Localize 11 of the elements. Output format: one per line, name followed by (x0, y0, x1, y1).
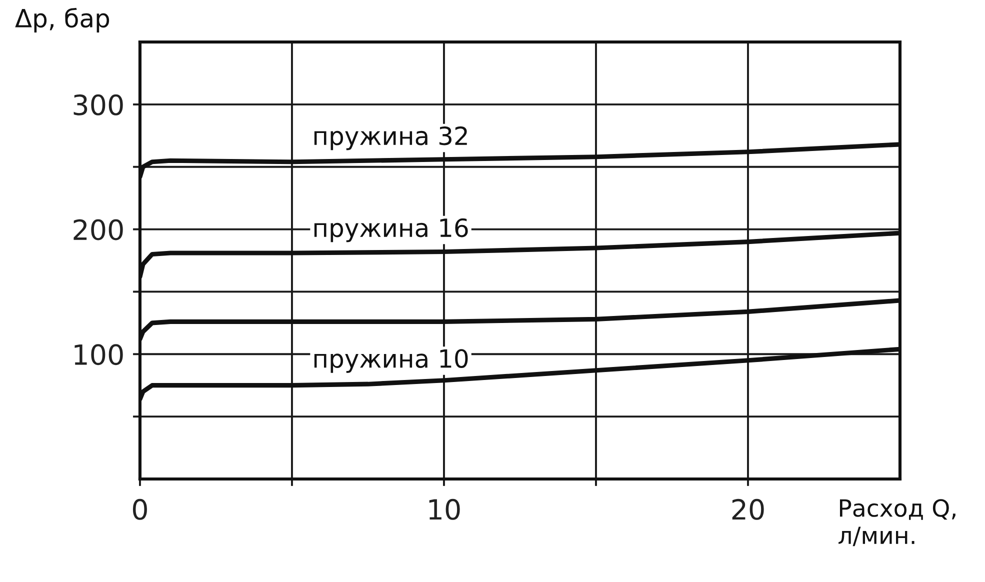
y-tick-label: 200 (74, 219, 123, 240)
series-label: пружина 10 (314, 349, 468, 373)
x-tick-label: 0 (132, 498, 147, 520)
y-axis-title: Δp, бар (15, 8, 110, 32)
y-tick-label: 300 (74, 94, 123, 116)
x-tick-label: 10 (429, 498, 460, 520)
y-tick-label: 100 (74, 344, 123, 366)
series-label: пружина 32 (314, 126, 467, 150)
x-tick-label: 20 (732, 498, 764, 520)
series-label: пружина 16 (314, 218, 468, 242)
x-axis-title: Расход Q, л/мин. (838, 499, 956, 546)
